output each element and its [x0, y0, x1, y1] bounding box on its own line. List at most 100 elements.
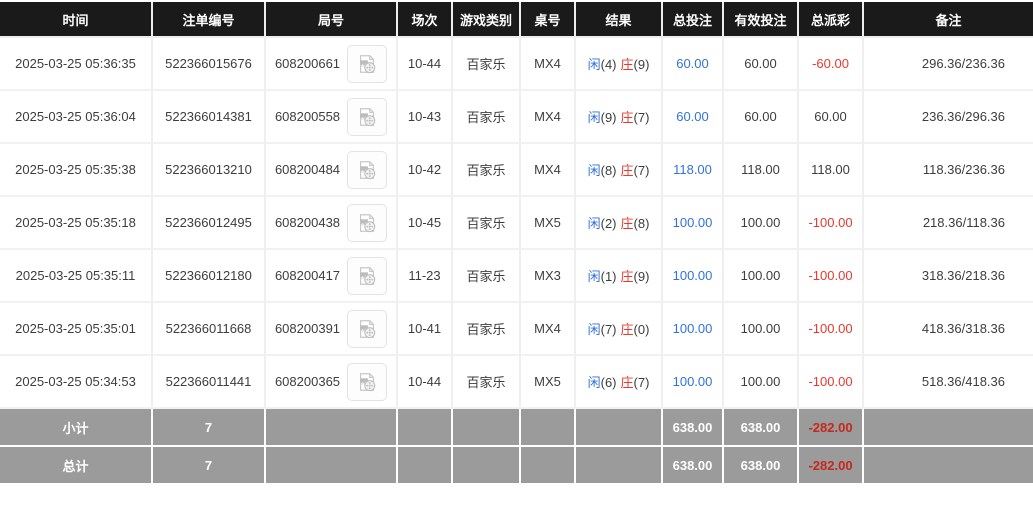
cell-result: 闲(4) 庄(9) — [575, 37, 663, 91]
empty-cell — [264, 445, 398, 485]
cell-payout: -100.00 — [798, 355, 864, 409]
cell-round-number: 608200391 — [265, 302, 398, 356]
cell-total-bet: 100.00 — [662, 302, 724, 356]
col-header-total-payout: 总派彩 — [798, 2, 864, 38]
cell-remark: 118.36/236.36 — [863, 143, 1033, 197]
col-header-remark: 备注 — [863, 2, 1033, 38]
table-row: 2025-03-25 05:35:38 522366013210 6082004… — [0, 143, 1033, 197]
cell-round-number: 608200438 — [265, 196, 398, 250]
subtotal-valid-bet: 638.00 — [722, 407, 799, 447]
result-banker-label: 庄 — [620, 163, 634, 178]
empty-cell — [451, 407, 521, 447]
result-player-label: 闲 — [587, 375, 601, 390]
video-replay-button[interactable] — [347, 97, 388, 136]
subtotal-total-bet: 638.00 — [661, 407, 724, 447]
cell-valid-bet: 60.00 — [723, 90, 799, 144]
cell-valid-bet: 60.00 — [723, 37, 799, 91]
cell-valid-bet: 100.00 — [723, 355, 799, 409]
round-number-text: 608200558 — [274, 109, 341, 124]
total-label: 总计 — [0, 445, 153, 485]
cell-time: 2025-03-25 05:35:11 — [0, 249, 153, 303]
cell-remark: 296.36/236.36 — [863, 37, 1033, 91]
cell-round-number: 608200558 — [265, 90, 398, 144]
cell-table-number: MX4 — [520, 90, 576, 144]
video-replay-button[interactable] — [347, 150, 388, 189]
cell-remark: 518.36/418.36 — [863, 355, 1033, 409]
round-number-text: 608200484 — [274, 162, 341, 177]
empty-cell — [451, 445, 521, 485]
cell-round-number: 608200417 — [265, 249, 398, 303]
video-file-icon — [356, 212, 378, 234]
video-replay-button[interactable] — [347, 256, 388, 295]
empty-cell — [396, 445, 453, 485]
empty-cell — [862, 445, 1033, 485]
video-replay-button[interactable] — [347, 203, 388, 242]
result-banker-label: 庄 — [620, 216, 634, 231]
table-row: 2025-03-25 05:34:53 522366011441 6082003… — [0, 355, 1033, 409]
cell-session: 10-43 — [397, 90, 453, 144]
col-header-valid-bet: 有效投注 — [723, 2, 799, 38]
cell-table-number: MX4 — [520, 143, 576, 197]
cell-bet-number: 522366014381 — [152, 90, 266, 144]
video-file-icon — [356, 265, 378, 287]
subtotal-row: 小计 7 638.00 638.00 -282.00 — [0, 407, 1033, 447]
video-replay-button[interactable] — [347, 44, 388, 83]
round-number-text: 608200438 — [274, 215, 341, 230]
video-replay-button[interactable] — [347, 362, 388, 401]
cell-game-type: 百家乐 — [452, 355, 521, 409]
empty-cell — [519, 407, 576, 447]
cell-remark: 318.36/218.36 — [863, 249, 1033, 303]
bet-records-table: 时间 注单编号 局号 场次 游戏类别 桌号 结果 总投注 有效投注 总派彩 备注… — [0, 2, 1033, 485]
result-banker-score: (9) — [633, 269, 650, 284]
result-player-score: (2) — [600, 216, 617, 231]
cell-game-type: 百家乐 — [452, 196, 521, 250]
col-header-total-bet: 总投注 — [662, 2, 724, 38]
empty-cell — [519, 445, 576, 485]
cell-valid-bet: 118.00 — [723, 143, 799, 197]
table-header: 时间 注单编号 局号 场次 游戏类别 桌号 结果 总投注 有效投注 总派彩 备注 — [0, 2, 1033, 38]
cell-payout: -60.00 — [798, 37, 864, 91]
cell-session: 11-23 — [397, 249, 453, 303]
cell-time: 2025-03-25 05:36:04 — [0, 90, 153, 144]
result-banker-score: (0) — [633, 322, 650, 337]
cell-bet-number: 522366012495 — [152, 196, 266, 250]
cell-game-type: 百家乐 — [452, 302, 521, 356]
subtotal-label: 小计 — [0, 407, 153, 447]
result-banker-score: (8) — [633, 216, 650, 231]
result-banker-score: (7) — [633, 375, 650, 390]
cell-round-number: 608200484 — [265, 143, 398, 197]
total-count: 7 — [151, 445, 266, 485]
cell-result: 闲(6) 庄(7) — [575, 355, 663, 409]
total-total-bet: 638.00 — [661, 445, 724, 485]
total-payout: -282.00 — [797, 445, 864, 485]
table-body: 2025-03-25 05:36:35 522366015676 6082006… — [0, 37, 1033, 409]
cell-game-type: 百家乐 — [452, 37, 521, 91]
round-number-text: 608200661 — [274, 56, 341, 71]
video-file-icon — [356, 159, 378, 181]
cell-total-bet: 60.00 — [662, 37, 724, 91]
cell-remark: 418.36/318.36 — [863, 302, 1033, 356]
result-player-label: 闲 — [587, 269, 601, 284]
result-player-score: (4) — [600, 57, 617, 72]
header-row: 时间 注单编号 局号 场次 游戏类别 桌号 结果 总投注 有效投注 总派彩 备注 — [0, 2, 1033, 38]
cell-valid-bet: 100.00 — [723, 302, 799, 356]
cell-bet-number: 522366011668 — [152, 302, 266, 356]
video-file-icon — [356, 318, 378, 340]
cell-session: 10-45 — [397, 196, 453, 250]
result-player-score: (6) — [600, 375, 617, 390]
result-player-label: 闲 — [587, 57, 601, 72]
round-number-text: 608200417 — [274, 268, 341, 283]
cell-valid-bet: 100.00 — [723, 249, 799, 303]
result-player-score: (8) — [600, 163, 617, 178]
result-banker-label: 庄 — [620, 110, 634, 125]
cell-valid-bet: 100.00 — [723, 196, 799, 250]
result-player-score: (7) — [600, 322, 617, 337]
video-replay-button[interactable] — [347, 309, 388, 348]
col-header-round-number: 局号 — [265, 2, 398, 38]
result-player-label: 闲 — [587, 216, 601, 231]
result-player-label: 闲 — [587, 322, 601, 337]
cell-total-bet: 60.00 — [662, 90, 724, 144]
cell-result: 闲(2) 庄(8) — [575, 196, 663, 250]
cell-payout: -100.00 — [798, 249, 864, 303]
col-header-table-number: 桌号 — [520, 2, 576, 38]
